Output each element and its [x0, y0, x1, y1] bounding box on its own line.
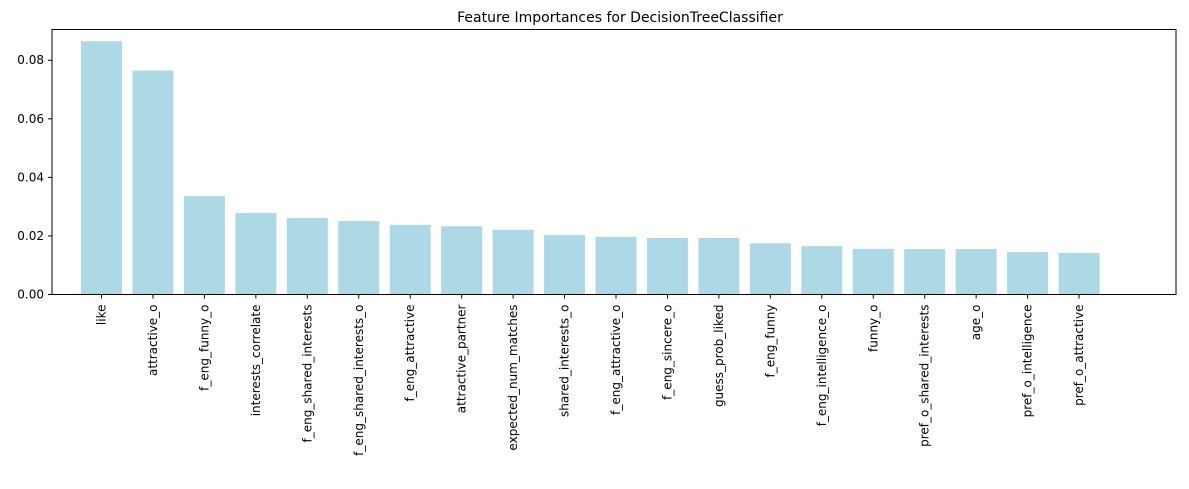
bar-pref-o-intelligence — [1007, 252, 1049, 295]
y-tick-label: 0.04 — [17, 170, 44, 184]
bar-guess-prob-liked — [698, 237, 740, 295]
x-tick-label: f_eng_attractive_o — [609, 305, 623, 415]
x-tick-label: like — [95, 305, 109, 326]
x-tick-label: age_o — [969, 305, 983, 341]
x-tick-label: pref_o_intelligence — [1021, 305, 1035, 418]
bar-f-eng-shared-interests — [286, 218, 328, 295]
x-tick-label: f_eng_funny — [763, 305, 777, 378]
bar-interests-correlate — [235, 213, 277, 295]
bar-f-eng-funny — [749, 243, 791, 295]
plot-frame — [51, 29, 1177, 295]
bar-f-eng-funny-o — [183, 196, 225, 295]
x-tick-label: expected_num_matches — [506, 305, 520, 451]
bar-f-eng-intelligence-o — [801, 246, 843, 295]
bar-pref-o-attractive — [1058, 252, 1100, 295]
bar-shared-interests-o — [544, 235, 586, 295]
x-axis: like attractive_o f_eng_funny_o interests_c… — [95, 294, 1086, 456]
x-tick-label: f_eng_shared_interests — [300, 305, 314, 443]
bar-pref-o-shared-interests — [904, 249, 946, 295]
y-tick-label: 0.08 — [17, 53, 44, 67]
bar-attractive-partner — [441, 226, 483, 295]
x-tick-label: attractive_o — [146, 305, 160, 377]
bar-expected-num-matches — [492, 229, 534, 295]
x-tick-label: f_eng_attractive — [403, 305, 417, 402]
bar-f-eng-shared-interests-o — [338, 221, 380, 295]
x-tick-label: f_eng_intelligence_o — [815, 305, 829, 427]
y-tick-label: 0.06 — [17, 112, 44, 126]
chart-title: Feature Importances for DecisionTreeClas… — [457, 10, 783, 26]
bar-funny-o — [852, 248, 894, 295]
bar-like — [81, 41, 122, 295]
x-tick-label: f_eng_funny_o — [197, 305, 211, 391]
x-tick-label: pref_o_shared_interests — [918, 304, 932, 446]
x-tick-label: shared_interests_o — [558, 305, 572, 418]
x-tick-label: pref_o_attractive — [1072, 305, 1086, 406]
bar-f-eng-sincere-o — [646, 237, 688, 295]
bar-age-o — [955, 249, 997, 295]
y-tick-label: 0.00 — [17, 288, 44, 302]
x-tick-label: interests_correlate — [249, 305, 263, 417]
bars-group — [81, 41, 1100, 295]
x-tick-label: f_eng_shared_interests_o — [352, 305, 366, 456]
bar-f-eng-attractive-o — [595, 236, 637, 295]
y-tick-label: 0.02 — [17, 229, 44, 243]
x-tick-label: funny_o — [866, 305, 880, 352]
bar-f-eng-attractive — [389, 224, 431, 295]
x-tick-label: attractive_partner — [455, 304, 469, 413]
x-tick-label: guess_prob_liked — [712, 305, 726, 408]
y-axis: 0.00 0.02 0.04 0.06 0.08 — [17, 53, 52, 302]
bar-attractive-o — [132, 70, 174, 295]
x-tick-label: f_eng_sincere_o — [660, 305, 674, 400]
